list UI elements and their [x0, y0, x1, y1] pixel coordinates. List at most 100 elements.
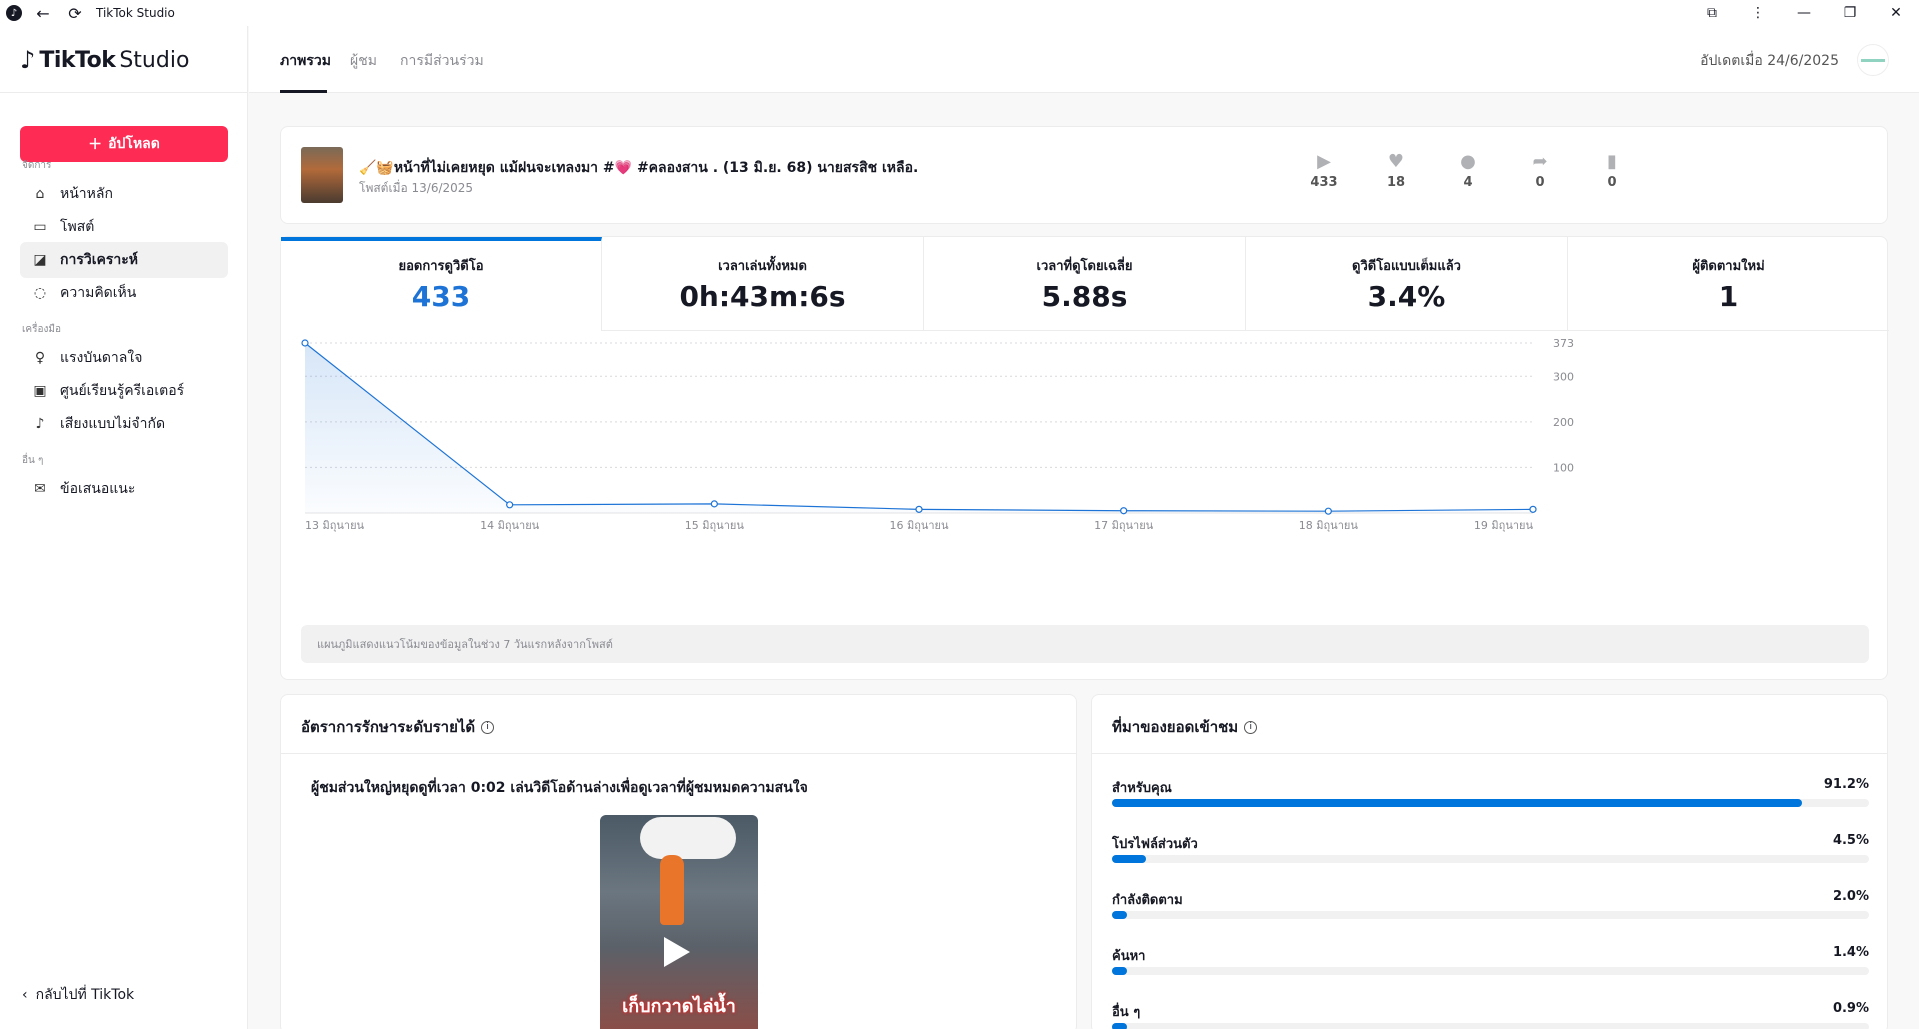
info-icon[interactable]: i: [1244, 720, 1258, 734]
retention-heading: อัตราการรักษาระดับรายได้ i: [301, 715, 495, 739]
info-icon[interactable]: i: [481, 720, 495, 734]
x-tick-label: 18 มิถุนายน: [1299, 519, 1359, 532]
metric-tab-avg-watch-time[interactable]: เวลาที่ดูโดยเฉลี่ย 5.88s: [924, 237, 1246, 331]
post-title: 🧹🧺หน้าที่ไม่เคยหยุด แม้ฝนจะเทลงมา #💗 #คล…: [359, 160, 919, 176]
data-point[interactable]: [506, 501, 514, 509]
series-line: [304, 342, 1534, 512]
progress-fill: [1112, 855, 1147, 863]
metrics-chart-card: ยอดการดูวิดีโอ 433 เวลาเล่นทั้งหมด 0h:43…: [280, 236, 1889, 680]
window-title: TikTok Studio: [96, 6, 175, 20]
y-tick-label: 100: [1553, 461, 1574, 474]
sidebar-item-feedback[interactable]: ✉ ข้อเสนอแนะ: [20, 471, 228, 507]
progress-track: [1112, 855, 1869, 863]
x-tick-label: 17 มิถุนายน: [1094, 519, 1154, 532]
sidebar-item-comments[interactable]: ◌ ความคิดเห็น: [33, 285, 137, 301]
sidebar-item-posts[interactable]: ▭ โพสต์: [33, 219, 95, 235]
sidebar-item-analytics[interactable]: ◪ การวิเคราะห์: [20, 242, 228, 278]
post-date: โพสต์เมื่อ 13/6/2025: [359, 181, 474, 195]
stat-likes: ♥ 18: [1371, 151, 1421, 190]
progress-fill: [1112, 799, 1803, 807]
retention-description: ผู้ชมส่วนใหญ่หยุดดูที่เวลา 0:02 เล่นวิดี…: [311, 780, 808, 796]
x-tick-label: 13 มิถุนายน: [305, 519, 365, 532]
extension-icon[interactable]: ⧉: [1707, 5, 1717, 21]
sidebar-item-home[interactable]: ⌂ หน้าหลัก: [20, 176, 228, 212]
y-tick-label: 300: [1553, 370, 1574, 383]
comment-icon: ●: [1460, 151, 1476, 172]
x-tick-label: 15 มิถุนายน: [685, 519, 745, 532]
stat-views: ▶ 433: [1299, 151, 1349, 190]
plus-icon: ＋: [88, 137, 103, 153]
card-divider: [1092, 753, 1887, 754]
more-options-icon[interactable]: ⋮: [1751, 5, 1765, 21]
views-line-chart: 100 200 300 373 13 มิถุนายน 14 มิถุนายน 15 มิถ…: [301, 337, 1574, 532]
traffic-source-row: กำลังติดตาม 2.0%: [1112, 889, 1869, 933]
traffic-source-label: สำหรับคุณ: [1112, 781, 1172, 796]
tab-engagement[interactable]: การมีส่วนร่วม: [400, 53, 484, 69]
restore-button[interactable]: ❐: [1843, 5, 1857, 21]
avatar[interactable]: [1857, 44, 1889, 76]
data-point[interactable]: [1324, 507, 1332, 515]
data-point[interactable]: [301, 339, 309, 347]
traffic-source-label: อื่น ๆ: [1112, 1005, 1141, 1020]
window-titlebar: ♪ ← ⟳ TikTok Studio ⧉ ⋮ — ❐ ✕: [0, 0, 1919, 26]
metric-tab-full-video-watched[interactable]: ดูวิดีโอแบบเต็มแล้ว 3.4%: [1246, 237, 1568, 331]
metric-tab-video-views[interactable]: ยอดการดูวิดีโอ 433: [281, 237, 602, 331]
y-tick-label: 373: [1553, 337, 1574, 350]
chart-note: แผนภูมิแสดงแนวโน้มของข้อมูลในช่วง 7 วันแ…: [301, 625, 1869, 663]
tiktok-studio-logo[interactable]: ♪ TikTok Studio: [20, 46, 190, 74]
progress-track: [1112, 967, 1869, 975]
stat-saves: ▮ 0: [1587, 151, 1637, 190]
progress-track: [1112, 1023, 1869, 1029]
stat-comments: ● 4: [1443, 151, 1493, 190]
cloud-sticker: [640, 817, 736, 859]
sidebar-item-unlimited-sounds[interactable]: ♪ เสียงแบบไม่จำกัด: [20, 406, 228, 442]
data-point[interactable]: [915, 505, 923, 513]
home-icon: ⌂: [35, 186, 45, 202]
x-tick-label: 19 มิถุนายน: [1474, 519, 1534, 532]
folder-icon: ▭: [33, 219, 47, 235]
video-player-thumbnail[interactable]: เก็บกวาดไล่น้ำ: [600, 815, 758, 1029]
lightbulb-icon: ♀: [34, 350, 46, 366]
back-arrow-icon[interactable]: ←: [36, 3, 50, 23]
chevron-left-icon: ‹: [22, 987, 28, 1003]
share-icon: ➦: [1532, 151, 1548, 172]
card-divider: [281, 753, 1076, 754]
section-label-tools: เครื่องมือ: [22, 324, 61, 335]
tiktok-app-icon: ♪: [6, 5, 22, 21]
tab-audience[interactable]: ผู้ชม: [350, 53, 377, 69]
sidebar-divider: [0, 92, 248, 93]
sidebar-item-inspiration[interactable]: ♀ แรงบันดาลใจ: [20, 340, 228, 376]
minimize-button[interactable]: —: [1797, 5, 1811, 21]
sidebar-item-creator-academy[interactable]: ▣ ศูนย์เรียนรู้ครีเอเตอร์: [33, 383, 185, 399]
traffic-source-row: โปรไฟล์ส่วนตัว 4.5%: [1112, 833, 1869, 877]
data-point[interactable]: [710, 500, 718, 508]
last-updated-text: อัปเดตเมื่อ 24/6/2025: [1700, 53, 1839, 69]
play-icon: ▶: [1317, 151, 1331, 172]
post-summary-card: 🧹🧺หน้าที่ไม่เคยหยุด แม้ฝนจะเทลงมา #💗 #คล…: [280, 126, 1888, 224]
post-thumbnail[interactable]: [301, 147, 343, 203]
worker-figure: [660, 855, 684, 925]
metric-tab-total-play-time[interactable]: เวลาเล่นทั้งหมด 0h:43m:6s: [602, 237, 924, 331]
data-point[interactable]: [1120, 507, 1128, 515]
progress-fill: [1112, 911, 1128, 919]
progress-fill: [1112, 967, 1128, 975]
book-icon: ▣: [33, 383, 47, 399]
back-to-tiktok-link[interactable]: ‹ กลับไปที่ TikTok: [22, 987, 135, 1003]
data-point[interactable]: [1529, 505, 1537, 513]
x-tick-label: 14 มิถุนายน: [480, 519, 540, 532]
play-icon[interactable]: [664, 937, 690, 967]
upload-button[interactable]: ＋ อัปโหลด: [20, 126, 228, 162]
progress-fill: [1112, 1023, 1128, 1029]
close-button[interactable]: ✕: [1890, 5, 1902, 21]
refresh-icon[interactable]: ⟳: [68, 3, 82, 23]
tab-overview[interactable]: ภาพรวม: [280, 53, 331, 69]
traffic-source-percent: 2.0%: [1832, 889, 1869, 904]
analytics-icon: ◪: [33, 252, 47, 268]
section-label-manage: จัดการ: [22, 160, 52, 171]
traffic-source-label: กำลังติดตาม: [1112, 893, 1183, 908]
active-tab-indicator: [280, 90, 327, 93]
progress-track: [1112, 911, 1869, 919]
metric-tab-new-followers[interactable]: ผู้ติดตามใหม่ 1: [1568, 237, 1889, 331]
stat-shares: ➦ 0: [1515, 151, 1565, 190]
heart-icon: ♥: [1387, 151, 1405, 172]
